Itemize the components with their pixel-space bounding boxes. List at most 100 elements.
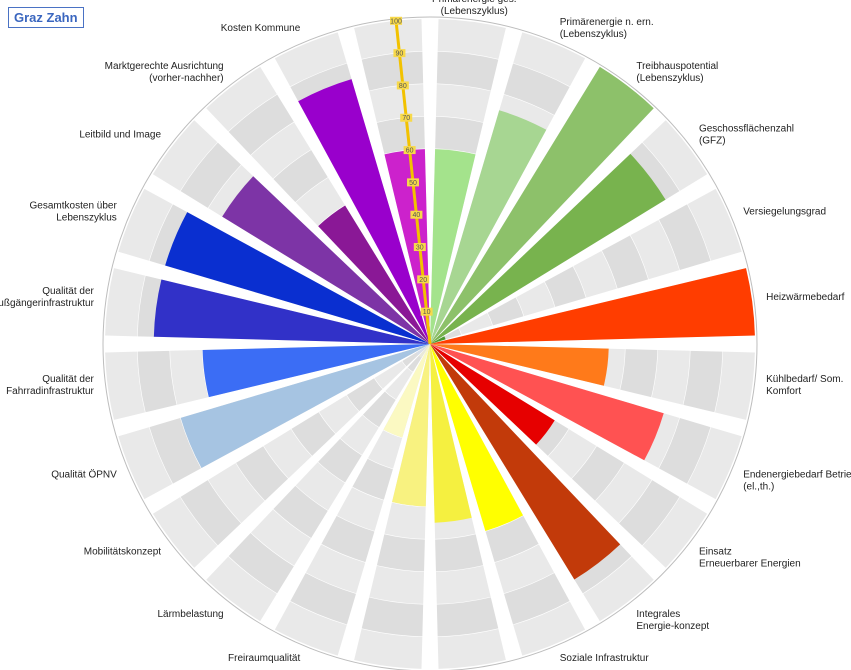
grid-wedge xyxy=(273,150,328,203)
grid-wedge xyxy=(659,204,711,270)
tick-label: 20 xyxy=(419,277,427,284)
grid-wedge xyxy=(384,502,426,539)
tick-label: 50 xyxy=(409,180,417,187)
bar-12 xyxy=(430,344,472,523)
grid-wedge xyxy=(573,250,617,298)
category-label: Leitbild und Image xyxy=(79,130,161,141)
category-label: Lärmbelastung xyxy=(157,609,223,620)
bar-13 xyxy=(392,344,430,507)
tick-label: 10 xyxy=(423,309,431,316)
category-label: Soziale Infrastruktur xyxy=(560,653,650,664)
category-label: Mobilitätskonzept xyxy=(84,546,161,557)
tick-marker xyxy=(413,243,426,252)
bar-8 xyxy=(430,344,664,461)
grid-wedge xyxy=(354,19,423,59)
grid-wedge xyxy=(715,351,755,420)
grid-wedge xyxy=(180,480,241,546)
grid-wedge xyxy=(513,32,586,87)
category-label: Freiraumqualität xyxy=(228,653,300,664)
tick-marker xyxy=(400,113,413,122)
category-label: Primärenergie n. ern. (Lebenszyklus) xyxy=(560,17,654,40)
grid-wedge xyxy=(437,629,506,669)
grid-wedge xyxy=(548,429,597,479)
bar-1 xyxy=(430,149,476,344)
grid-wedge xyxy=(601,235,649,289)
grid-wedge xyxy=(687,188,742,261)
grid-wedge xyxy=(305,544,366,594)
tick-label: 70 xyxy=(402,115,410,122)
grid-wedge xyxy=(435,116,484,154)
grid-wedge xyxy=(340,415,379,455)
category-label: Kosten Kommune xyxy=(221,23,301,34)
grid-wedge xyxy=(295,177,345,226)
bar-11 xyxy=(430,344,524,531)
category-label: Gesamtkosten über Lebenszyklus xyxy=(30,200,118,223)
tick-marker xyxy=(390,16,403,25)
tick-label: 60 xyxy=(406,148,414,155)
grid-wedge xyxy=(180,142,241,208)
tick-label: 80 xyxy=(399,83,407,90)
grid-wedge xyxy=(152,120,218,191)
tick-label: 90 xyxy=(396,51,404,58)
grid-wedge xyxy=(149,418,201,484)
grid-wedge xyxy=(206,556,277,622)
grid-wedge xyxy=(595,463,652,523)
grid-wedge xyxy=(367,430,403,469)
grid-wedge xyxy=(619,480,680,546)
bar-19 xyxy=(153,279,430,344)
tick-marker xyxy=(403,146,416,155)
grid-wedge xyxy=(504,573,570,625)
bar-22 xyxy=(318,205,430,344)
grid-wedge xyxy=(290,573,356,625)
category-label: Primärenergie ges.(Lebenszyklus) xyxy=(432,0,516,17)
bar-20 xyxy=(165,212,431,344)
grid-wedge xyxy=(376,116,425,154)
grid-wedge xyxy=(361,597,424,637)
grid-wedge xyxy=(571,446,624,501)
tick-marker xyxy=(410,210,423,219)
grid-wedge xyxy=(487,297,524,326)
grid-wedge xyxy=(352,458,393,500)
grid-wedge xyxy=(346,378,383,412)
grid-wedge xyxy=(659,418,711,484)
category-label: Qualität der Fahrradinfrastruktur xyxy=(6,374,94,397)
bar-6 xyxy=(430,268,755,344)
grid-wedge xyxy=(435,534,484,572)
grid-wedge xyxy=(459,312,493,335)
category-label: Marktgerechte Ausrichtung (vorher-nachher… xyxy=(105,61,224,84)
grid-wedge xyxy=(152,497,218,568)
bar-17 xyxy=(180,344,430,469)
grid-wedge xyxy=(687,427,742,500)
bar-7 xyxy=(430,344,609,386)
category-label: Geschossflächenzahl (GFZ) xyxy=(699,124,794,147)
grid-wedge xyxy=(105,351,145,420)
bar-14 xyxy=(383,344,430,438)
chart-title: Graz Zahn xyxy=(8,7,84,28)
grid-wedge xyxy=(137,350,177,413)
category-label: Kühlbedarf/ Som. Komfort xyxy=(766,374,843,397)
bar-23 xyxy=(298,79,430,345)
grid-wedge xyxy=(583,556,654,622)
grid-wedge xyxy=(236,446,289,501)
grid-wedge xyxy=(354,629,423,669)
grid-wedge xyxy=(504,63,570,115)
grid-wedge xyxy=(228,533,294,594)
grid-wedge xyxy=(318,438,362,483)
grid-wedge xyxy=(295,462,345,511)
grid-wedge xyxy=(642,120,708,191)
tick-label: 100 xyxy=(390,18,402,25)
grid-wedge xyxy=(273,485,328,538)
grid-wedge xyxy=(683,350,723,413)
grid-wedge xyxy=(251,122,311,179)
tick-layer: 10 20 30 40 50 60 70 80 90 100 xyxy=(390,16,433,345)
grid-wedge xyxy=(118,427,173,500)
grid-wedge xyxy=(105,268,145,337)
grid-wedge xyxy=(263,429,312,479)
category-label: Endenergiebedarf Betrieb (el.,th.) xyxy=(743,470,851,493)
grid-wedge xyxy=(485,515,539,563)
grid-wedge xyxy=(436,51,499,91)
bar-21 xyxy=(222,176,430,344)
category-label: Qualität ÖPNV xyxy=(51,469,117,481)
